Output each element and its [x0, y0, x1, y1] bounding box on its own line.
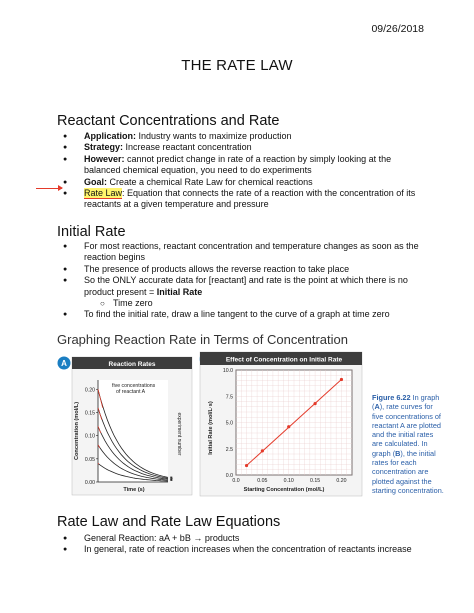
- panel-b-x-tick-label: 0.0: [232, 478, 239, 484]
- date-stamp: 09/26/2018: [371, 23, 424, 35]
- panel-b-data-point: [260, 449, 264, 453]
- panel-a-curve-number: 4: [170, 476, 173, 482]
- panel-b-plot: 0.0 2.5 5.0 7.5 10.0 0.0 0.05 0.10 0.15 0.20: [223, 368, 353, 484]
- section2-list: For most reactions, reactant concentrati…: [57, 241, 427, 321]
- panel-a-tangent-line: [97, 407, 103, 420]
- panel-a-inset-label-1: five concentrations: [112, 383, 156, 389]
- panel-b-title-bar: [200, 352, 362, 365]
- panel-a-curve: [97, 444, 169, 481]
- section1-list: Application: Industry wants to maximize …: [57, 131, 427, 211]
- list-item: So the ONLY accurate data for [reactant]…: [57, 275, 427, 298]
- figure-panel-b: B Effect of Concentration on Initial Rat…: [199, 351, 363, 497]
- panel-a-badge: [57, 356, 71, 370]
- page-title: THE RATE LAW: [181, 57, 293, 74]
- panel-a-curve-number: 2: [170, 477, 173, 483]
- panel-a-y-ticks: 0.20 0.15 0.10 0.05 0.00: [85, 387, 98, 486]
- list-item: General Reaction: aA + bB → products: [57, 533, 427, 545]
- section-heading-rate-law-equations: Rate Law and Rate Law Equations: [57, 514, 281, 530]
- list-item: For most reactions, reactant concentrati…: [57, 241, 427, 264]
- list-item: Strategy: Increase reactant concentratio…: [57, 142, 427, 154]
- panel-b-y-tick-label: 0.0: [226, 473, 233, 479]
- panel-b-x-tick-label: 0.10: [284, 478, 294, 484]
- panel-a-curve-number: 1: [170, 477, 173, 483]
- panel-a-tangent-line: [97, 463, 100, 465]
- panel-b-y-label: Initial Rate (mol/L·s): [208, 401, 214, 455]
- panel-b-y-tick-label: 2.5: [226, 447, 233, 453]
- panel-a-right-label: experiment number: [176, 412, 182, 455]
- panel-a-x-label: Time (s): [123, 487, 144, 493]
- section-heading-initial-rate: Initial Rate: [57, 224, 126, 240]
- panel-a-tick-label: 0.00: [85, 480, 95, 486]
- sub-list-item: Time zero: [57, 298, 427, 310]
- panel-b-data-point: [244, 463, 249, 468]
- panel-a-y-label: Concentration (mol/L): [74, 402, 80, 460]
- panel-b-y-tick-label: 10.0: [223, 368, 233, 374]
- section-heading-concentrations: Reactant Concentrations and Rate: [57, 113, 280, 129]
- panel-b-data-point: [287, 425, 291, 429]
- section-heading-graphing: Graphing Reaction Rate in Terms of Conce…: [57, 332, 348, 347]
- list-item: To find the initial rate, draw a line ta…: [57, 309, 427, 321]
- panel-a-plot-area: [98, 380, 168, 482]
- panel-b-x-tick-label: 0.20: [336, 478, 346, 484]
- panel-a-tangent-line: [97, 426, 102, 434]
- list-item: The presence of products allows the reve…: [57, 264, 427, 276]
- figure-panel-a: A Reaction Rates 0.20 0.15 0.10 0.05 0.00 54…: [57, 356, 193, 496]
- panel-b-y-tick-label: 5.0: [226, 421, 233, 427]
- list-item: However: cannot predict change in rate o…: [57, 154, 427, 177]
- list-item: Goal: Create a chemical Rate Law for che…: [57, 177, 427, 189]
- panel-b-x-tick-label: 0.15: [310, 478, 320, 484]
- panel-a-tangent-line: [97, 444, 101, 449]
- section4-list: General Reaction: aA + bB → products In …: [57, 533, 427, 556]
- list-item-rate-law: Rate Law: Equation that connects the rat…: [57, 188, 427, 211]
- panel-a-inset-label-2: of reactant A: [116, 389, 146, 395]
- list-item: In general, rate of reaction increases w…: [57, 544, 427, 556]
- panel-a-title-bar: [72, 357, 192, 369]
- panel-a-curve: [97, 389, 169, 478]
- figure-caption: Figure 6.22 In graph (A), rate curves fo…: [372, 393, 444, 495]
- panel-b-title: Effect of Concentration on Initial Rate: [226, 357, 343, 364]
- panel-a-curve: [97, 463, 169, 482]
- panel-a-curve: [97, 407, 169, 479]
- panel-a-tick-label: 0.20: [85, 387, 95, 393]
- red-arrow-annotation: [36, 185, 63, 191]
- panel-a-tick-label: 0.05: [85, 457, 95, 463]
- panel-b-y-tick-label: 7.5: [226, 394, 233, 400]
- panel-a-curve-number: 5: [170, 475, 173, 481]
- panel-b-x-label: Starting Concentration (mol/L): [244, 487, 325, 493]
- list-item: Application: Industry wants to maximize …: [57, 131, 427, 143]
- panel-b-data-point: [339, 377, 344, 382]
- panel-a-curve-number: 3: [170, 476, 173, 482]
- panel-a-badge-label: A: [61, 359, 67, 368]
- highlighted-term: Rate Law: [84, 188, 123, 200]
- panel-b-x-tick-label: 0.05: [257, 478, 267, 484]
- panel-a-title: Reaction Rates: [109, 361, 156, 368]
- panel-a-tangent-line: [97, 389, 104, 408]
- panel-a-curve: [97, 426, 169, 480]
- panel-a-tick-label: 0.15: [85, 410, 95, 416]
- panel-a-tick-label: 0.10: [85, 434, 95, 440]
- panel-b-data-point: [313, 402, 317, 406]
